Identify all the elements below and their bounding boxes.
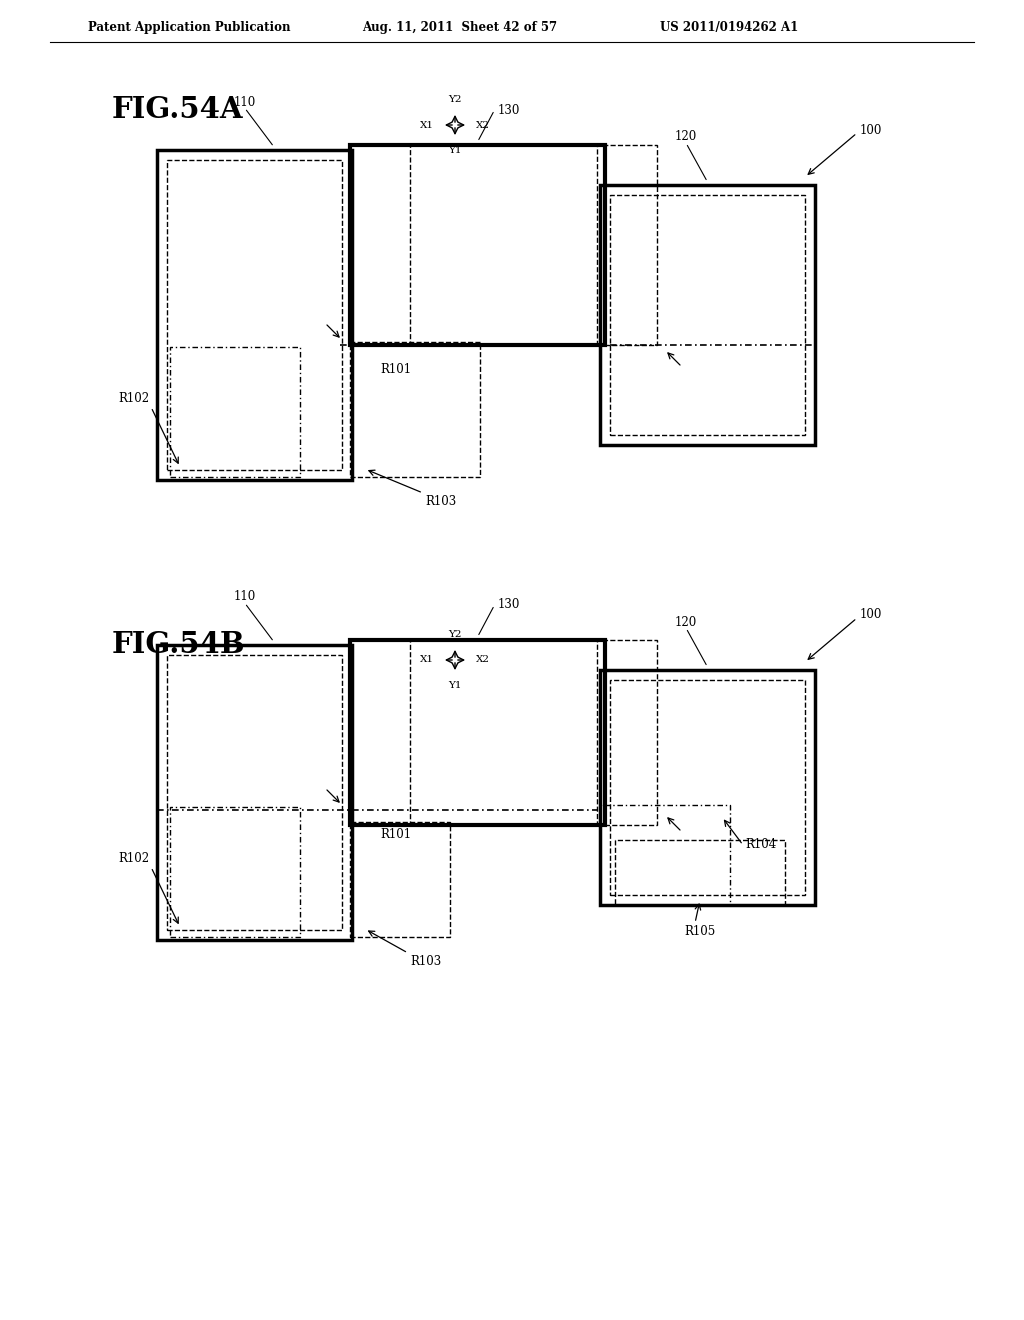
Text: FIG.54B: FIG.54B (112, 630, 246, 659)
Text: 120: 120 (675, 131, 697, 144)
Text: X1: X1 (420, 656, 434, 664)
Bar (597, 640, 657, 825)
Text: FIG.54A: FIG.54A (112, 95, 244, 124)
Text: R102: R102 (118, 392, 150, 405)
Text: 130: 130 (498, 598, 520, 611)
Bar (610, 195, 805, 436)
Text: Y1: Y1 (449, 681, 462, 690)
Text: Y2: Y2 (449, 630, 462, 639)
Bar (167, 160, 342, 470)
Bar (600, 185, 815, 445)
Text: 110: 110 (233, 590, 256, 603)
Bar (157, 645, 352, 940)
Bar (157, 150, 352, 480)
Bar (170, 807, 300, 937)
Text: Y1: Y1 (449, 145, 462, 154)
Bar (167, 655, 342, 931)
Text: Y2: Y2 (449, 95, 462, 104)
Text: Patent Application Publication: Patent Application Publication (88, 21, 291, 33)
Bar (610, 680, 805, 895)
Text: 100: 100 (860, 124, 883, 136)
Text: X2: X2 (476, 656, 489, 664)
Text: R105: R105 (684, 925, 716, 939)
Text: R101: R101 (380, 363, 411, 376)
Bar (350, 145, 605, 345)
Text: R103: R103 (425, 495, 457, 508)
Text: 100: 100 (860, 609, 883, 622)
Bar (350, 145, 410, 345)
Bar (350, 640, 410, 825)
Bar (597, 145, 657, 345)
Text: 110: 110 (233, 95, 256, 108)
Text: Aug. 11, 2011  Sheet 42 of 57: Aug. 11, 2011 Sheet 42 of 57 (362, 21, 557, 33)
Bar (350, 640, 605, 825)
Bar (600, 805, 730, 906)
Bar (350, 342, 480, 477)
Bar (600, 671, 815, 906)
Text: X1: X1 (420, 120, 434, 129)
Bar (170, 347, 300, 477)
Bar (615, 840, 785, 906)
Text: R102: R102 (118, 853, 150, 866)
Bar (350, 822, 450, 937)
Text: US 2011/0194262 A1: US 2011/0194262 A1 (660, 21, 799, 33)
Text: 120: 120 (675, 615, 697, 628)
Text: 130: 130 (498, 103, 520, 116)
Text: R104: R104 (745, 838, 776, 851)
Text: R103: R103 (410, 954, 441, 968)
Text: R101: R101 (380, 828, 411, 841)
Text: X2: X2 (476, 120, 489, 129)
